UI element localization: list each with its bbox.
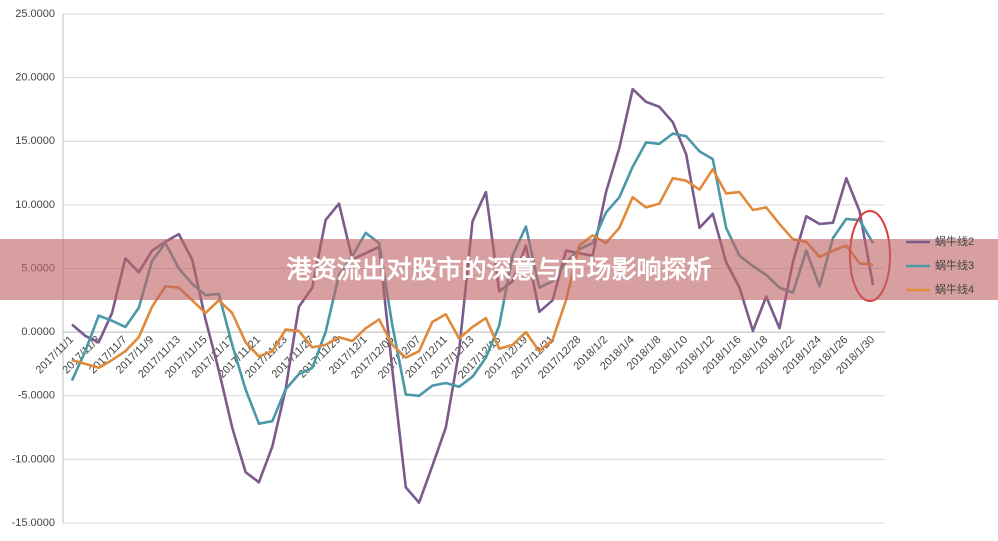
y-tick-label: -5.0000	[18, 390, 55, 402]
y-tick-label: 0.0000	[21, 326, 55, 338]
y-tick-label: -15.0000	[12, 517, 55, 529]
banner-title: 港资流出对股市的深意与市场影响探析	[286, 255, 711, 284]
y-tick-label: -10.0000	[12, 453, 55, 465]
y-tick-label: 15.0000	[15, 135, 55, 147]
legend-label: 蜗牛线2	[935, 234, 974, 248]
legend-label: 蜗牛线3	[935, 258, 974, 272]
series-line	[71, 167, 874, 370]
legend-label: 蜗牛线4	[935, 282, 974, 296]
y-tick-label: 20.0000	[15, 72, 55, 84]
banner	[0, 239, 998, 300]
y-tick-label: 10.0000	[15, 199, 55, 211]
y-tick-label: 25.0000	[15, 8, 55, 20]
